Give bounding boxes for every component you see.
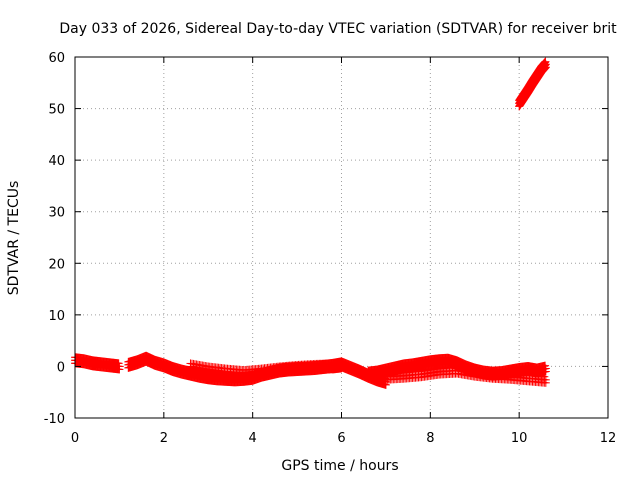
x-tick-label: 10 xyxy=(511,431,528,446)
data-point xyxy=(541,378,550,387)
y-tick-label: 60 xyxy=(48,51,65,66)
x-tick-label: 0 xyxy=(71,431,79,446)
y-tick-label: 50 xyxy=(48,103,65,118)
x-tick-label: 12 xyxy=(600,431,617,446)
axis-ticks: 0 2 4 6 8 10 12 -10 0 10 20 30 40 50 60 xyxy=(44,51,617,446)
data-points xyxy=(71,57,550,389)
y-tick-label: -10 xyxy=(44,412,65,427)
y-tick-label: 0 xyxy=(57,360,65,375)
chart-title: Day 033 of 2026, Sidereal Day-to-day VTE… xyxy=(59,21,617,37)
data-point xyxy=(115,365,124,374)
data-point xyxy=(541,63,550,72)
y-tick-label: 10 xyxy=(48,309,65,324)
x-tick-label: 2 xyxy=(160,431,168,446)
data-point xyxy=(541,367,550,376)
y-axis-label: SDTVAR / TECUs xyxy=(6,181,22,296)
y-tick-label: 40 xyxy=(48,154,65,169)
y-tick-label: 20 xyxy=(48,257,65,272)
x-tick-label: 8 xyxy=(426,431,434,446)
data-point xyxy=(337,364,346,373)
y-tick-label: 30 xyxy=(48,206,65,221)
x-tick-label: 6 xyxy=(337,431,345,446)
x-axis-label: GPS time / hours xyxy=(281,458,398,474)
x-tick-label: 4 xyxy=(249,431,257,446)
